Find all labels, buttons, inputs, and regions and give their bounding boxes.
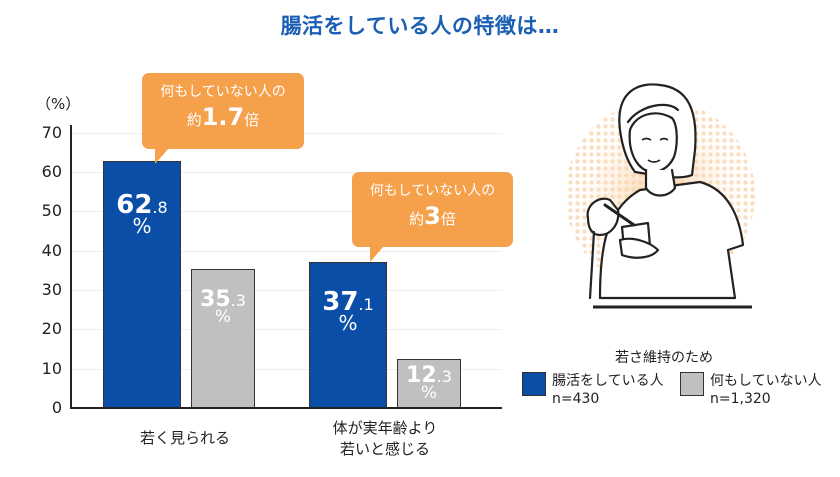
bar-active-feel-younger: 37.1 % (309, 262, 387, 408)
legend-swatch-gray (680, 372, 704, 396)
page-title: 腸活をしている人の特徴は… (280, 14, 560, 38)
gridline (72, 290, 502, 291)
callout-text: 何もしていない人の (369, 183, 496, 199)
callout-ratio: 約1.7倍 (186, 103, 260, 131)
legend-label: 何もしていない人 n=1,320 (710, 373, 822, 407)
y-tick: 0 (51, 398, 62, 417)
gridline (72, 251, 502, 252)
y-tick: 10 (41, 359, 62, 378)
y-axis-unit: （%） (36, 95, 81, 113)
callout-tail (370, 246, 384, 262)
callout-text: 何もしていない人の (160, 84, 286, 100)
x-label: 若く見られる (139, 429, 230, 447)
callout-ratio-1: 何もしていない人の 約1.7倍 (142, 73, 304, 149)
y-tick: 50 (41, 201, 62, 220)
legend-swatch-blue (522, 372, 546, 396)
x-axis (70, 407, 502, 409)
x-label: 体が実年齢より 若いと感じる (332, 419, 438, 458)
legend-title: 若さ維持のため (615, 350, 713, 366)
callout-tail (155, 148, 169, 164)
gridline (72, 329, 502, 330)
bar-active-young-looking: 62.8 % (103, 161, 181, 408)
y-tick: 30 (41, 280, 62, 299)
gridline (72, 211, 502, 212)
gridline (72, 369, 502, 370)
callout-ratio-2: 何もしていない人の 約3倍 (352, 172, 513, 247)
bar-value: 62.8 % (116, 190, 168, 238)
legend-item-active: 腸活をしている人 n=430 (522, 372, 664, 408)
callout-ratio: 約3倍 (409, 202, 456, 230)
gridline (72, 172, 502, 173)
y-tick: 60 (41, 162, 62, 181)
legend-label: 腸活をしている人 n=430 (552, 373, 664, 407)
y-axis (70, 125, 72, 409)
bar-value: 12.3 % (406, 363, 452, 403)
legend-item-none: 何もしていない人 n=1,320 (680, 372, 822, 408)
y-tick: 40 (41, 241, 62, 260)
bar-none-feel-younger: 12.3 % (397, 359, 461, 408)
bar-none-young-looking: 35.3 % (191, 269, 255, 408)
y-tick: 70 (41, 123, 62, 142)
y-tick: 20 (41, 319, 62, 338)
woman-eating-yogurt-icon (560, 60, 790, 320)
bar-value: 37.1 % (322, 287, 374, 335)
bar-value: 35.3 % (200, 287, 246, 327)
